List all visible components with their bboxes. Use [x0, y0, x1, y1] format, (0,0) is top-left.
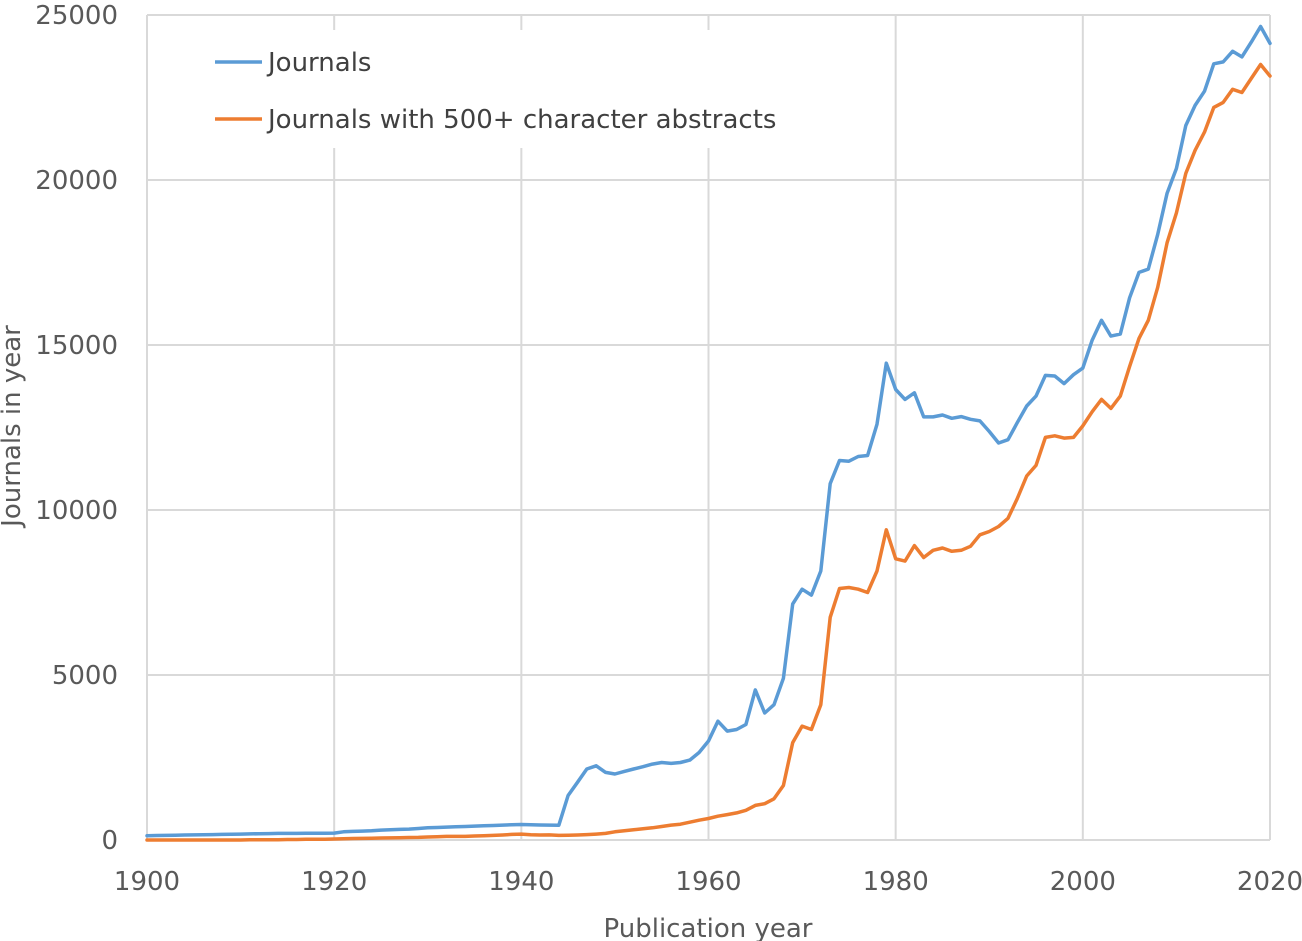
y-gridlines — [147, 14, 1270, 841]
legend: Journals Journals with 500+ character ab… — [205, 30, 785, 148]
x-tick-label: 2000 — [1050, 867, 1116, 897]
y-tick-label: 25000 — [35, 1, 118, 31]
y-tick-labels: 0 5000 10000 15000 20000 25000 — [35, 1, 118, 856]
x-tick-label: 1900 — [114, 867, 180, 897]
legend-label-journals-with-abstracts: Journals with 500+ character abstracts — [266, 105, 776, 135]
y-tick-label: 10000 — [35, 496, 118, 526]
y-tick-label: 0 — [101, 826, 118, 856]
y-tick-label: 20000 — [35, 166, 118, 196]
series-line-journals — [145, 24, 1272, 838]
legend-label-journals: Journals — [266, 48, 371, 78]
series-layer — [145, 24, 1272, 842]
x-axis-title: Publication year — [604, 914, 813, 941]
y-axis-title: Journals in year — [0, 325, 27, 529]
series-line-journals-with-abstracts — [145, 62, 1272, 842]
x-tick-label: 1940 — [488, 867, 554, 897]
x-tick-label: 2020 — [1237, 867, 1302, 897]
y-tick-label: 5000 — [52, 661, 118, 691]
x-tick-label: 1980 — [863, 867, 929, 897]
x-tick-label: 1960 — [675, 867, 741, 897]
y-tick-label: 15000 — [35, 331, 118, 361]
x-tick-labels: 1900 1920 1940 1960 1980 2000 2020 — [114, 867, 1302, 897]
legend-background — [205, 30, 785, 148]
x-tick-label: 1920 — [301, 867, 367, 897]
